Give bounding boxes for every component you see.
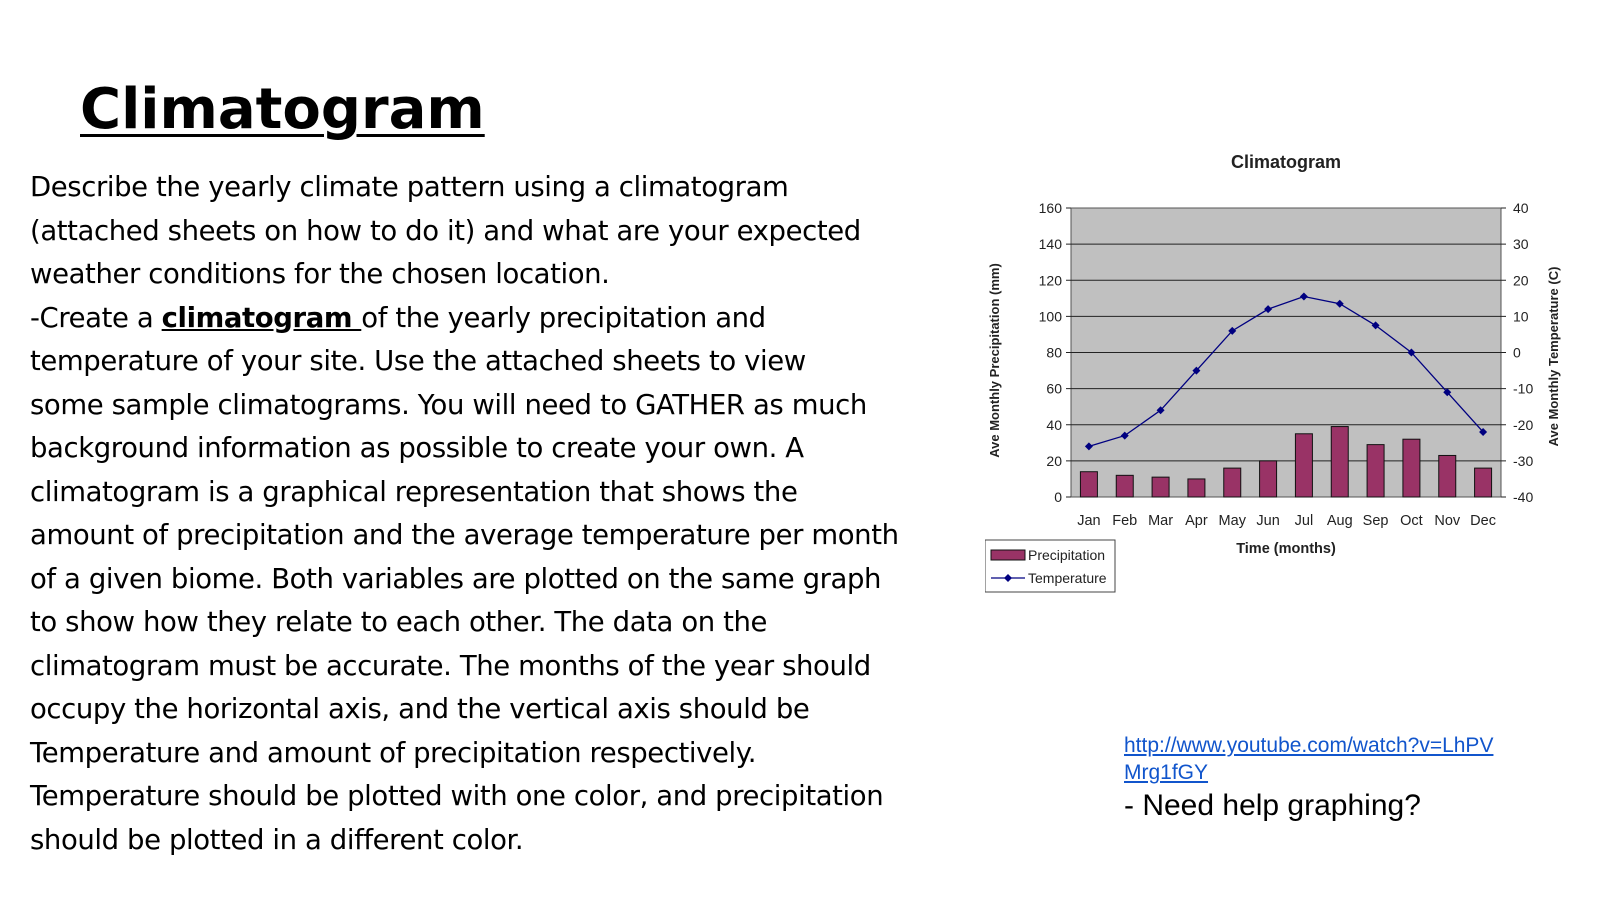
temperature-point — [1192, 366, 1201, 375]
youtube-help-link[interactable]: http://www.youtube.com/watch?v=LhPVMrg1f… — [1124, 734, 1494, 784]
precipitation-bar — [1259, 460, 1278, 498]
y2-tick-label: -30 — [1513, 453, 1533, 469]
x-tick-label: Mar — [1148, 513, 1173, 529]
precipitation-bar — [1402, 438, 1421, 498]
instructions-paragraph: Describe the yearly climate pattern usin… — [30, 166, 970, 862]
paragraph-line: Describe the yearly climate pattern usin… — [30, 171, 789, 203]
x-tick-label: May — [1219, 513, 1247, 529]
x-tick-label: Jun — [1256, 513, 1279, 529]
x-tick-label: Sep — [1363, 513, 1389, 529]
x-tick-label: Oct — [1400, 513, 1423, 529]
y2-tick-label: -20 — [1513, 417, 1533, 433]
temperature-point — [1156, 406, 1165, 415]
temperature-point — [1120, 431, 1129, 440]
paragraph-line: -Create a climatogram of the yearly prec… — [30, 297, 970, 341]
paragraph-line: Temperature and amount of precipitation … — [30, 736, 757, 769]
precipitation-bar — [1438, 454, 1457, 498]
y2-tick-label: 10 — [1513, 308, 1529, 324]
legend-precipitation-label: Precipitation — [1028, 547, 1105, 563]
temperature-point — [1371, 321, 1380, 330]
x-axis-label: Time (months) — [1236, 541, 1336, 557]
climatogram-keyword: climatogram — [161, 301, 362, 334]
precipitation-bar — [1187, 478, 1206, 498]
paragraph-line: should be plotted in a different color. — [30, 823, 524, 856]
slide-title: Climatogram — [80, 77, 485, 142]
temperature-point — [1407, 348, 1416, 357]
paragraph-text: of the yearly precipitation and — [361, 301, 766, 334]
precipitation-bar — [1474, 467, 1493, 498]
temperature-point — [1479, 427, 1488, 436]
temperature-line — [1088, 295, 1484, 448]
y-tick-label: 0 — [1054, 489, 1062, 505]
temperature-point — [1084, 442, 1093, 451]
x-tick-label: Feb — [1112, 513, 1137, 529]
precipitation-bar — [1223, 467, 1242, 498]
y-tick-label: 20 — [1046, 453, 1062, 469]
paragraph-line: some sample climatograms. You will need … — [30, 388, 867, 421]
chart-legend — [984, 539, 1116, 593]
y2-axis-label: Ave Monthly Temperature (C) — [1546, 267, 1561, 447]
paragraph-line: climatogram is a graphical representatio… — [30, 475, 798, 508]
paragraph-line: amount of precipitation and the average … — [30, 519, 899, 551]
y-tick-label: 140 — [1039, 236, 1063, 252]
y2-tick-label: 40 — [1513, 200, 1529, 216]
y-tick-label: 100 — [1039, 308, 1063, 324]
x-tick-label: Jul — [1295, 513, 1314, 529]
precipitation-bar — [1294, 433, 1313, 498]
paragraph-line: Temperature should be plotted with one c… — [30, 780, 884, 812]
climatogram-chart: Climatogram 0 20 40 60 80 100 120 140 160 -40 -30 -2… — [984, 148, 1575, 618]
x-tick-label: Apr — [1185, 513, 1208, 529]
temperature-point — [1443, 388, 1452, 397]
x-tick-label: Aug — [1327, 513, 1353, 529]
x-tick-label: Jan — [1077, 513, 1100, 529]
paragraph-line: climatogram must be accurate. The months… — [30, 649, 871, 682]
paragraph-line: weather conditions for the chosen locati… — [30, 258, 610, 290]
precipitation-bar — [1151, 476, 1170, 498]
y-tick-label: 160 — [1039, 200, 1063, 216]
y2-tick-label: 0 — [1513, 345, 1521, 361]
x-tick-label: Dec — [1470, 513, 1496, 529]
x-tick-label: Nov — [1434, 513, 1461, 529]
paragraph-line: background information as possible to cr… — [30, 432, 804, 464]
temperature-point — [1299, 292, 1308, 301]
legend-precipitation-swatch — [990, 549, 1026, 561]
paragraph-line: occupy the horizontal axis, and the vert… — [30, 693, 810, 725]
precipitation-bar — [1366, 444, 1385, 498]
chart-title: Climatogram — [1231, 152, 1341, 172]
y-tick-label: 40 — [1046, 417, 1062, 433]
legend-temperature-marker — [1004, 574, 1012, 582]
y2-tick-label: 20 — [1513, 272, 1529, 288]
y-tick-label: 80 — [1046, 345, 1062, 361]
temperature-point — [1228, 326, 1237, 335]
paragraph-line: (attached sheets on how to do it) and wh… — [30, 214, 861, 247]
chart-svg: Climatogram020406080100120140160-40-30-2… — [984, 152, 1561, 593]
temperature-point — [1264, 305, 1273, 314]
y-axis-label: Ave Monthly Precipitation (mm) — [987, 263, 1002, 458]
y2-tick-label: 30 — [1513, 236, 1529, 252]
paragraph-line: to show how they relate to each other. T… — [30, 606, 768, 638]
y-tick-label: 60 — [1046, 381, 1062, 397]
paragraph-text: -Create a — [30, 301, 162, 334]
precipitation-bar — [1115, 474, 1134, 498]
precipitation-bar — [1330, 426, 1349, 498]
legend-temperature-label: Temperature — [1028, 570, 1107, 586]
paragraph-line: of a given biome. Both variables are plo… — [30, 562, 882, 595]
help-caption: - Need help graphing? — [1124, 789, 1421, 822]
temperature-point — [1335, 299, 1344, 308]
y2-tick-label: -10 — [1513, 381, 1533, 397]
y2-tick-label: -40 — [1513, 489, 1533, 505]
paragraph-line: temperature of your site. Use the attach… — [30, 345, 806, 377]
precipitation-bar — [1079, 471, 1098, 498]
y-tick-label: 120 — [1039, 272, 1063, 288]
